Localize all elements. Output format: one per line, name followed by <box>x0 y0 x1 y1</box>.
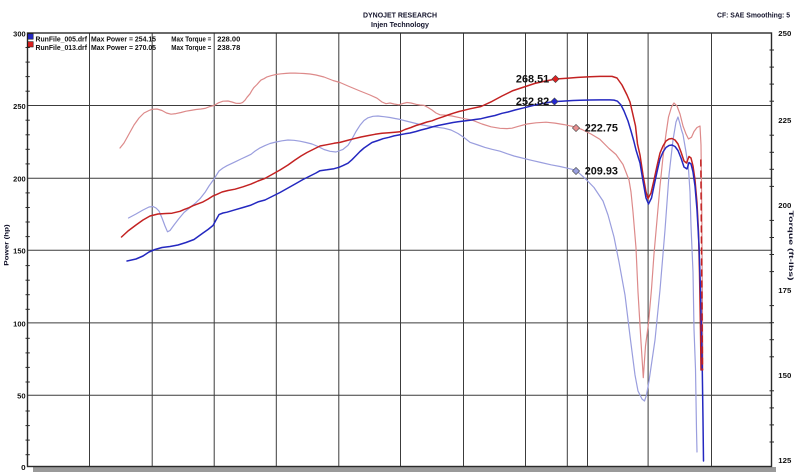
svg-text:250: 250 <box>778 31 791 38</box>
svg-text:125: 125 <box>778 458 791 465</box>
svg-text:150: 150 <box>778 373 791 380</box>
svg-text:Max Torque =: Max Torque = <box>171 34 212 43</box>
svg-text:100: 100 <box>13 321 26 328</box>
svg-text:0: 0 <box>21 465 26 472</box>
svg-text:209.93: 209.93 <box>585 165 618 177</box>
svg-text:Max Power = 270.05: Max Power = 270.05 <box>91 43 156 52</box>
svg-text:Power (hp): Power (hp) <box>4 224 11 266</box>
svg-text:225: 225 <box>778 118 791 125</box>
svg-text:50: 50 <box>17 394 26 401</box>
svg-text:CF: SAE Smoothing: 5: CF: SAE Smoothing: 5 <box>717 10 790 19</box>
svg-text:200: 200 <box>778 203 791 210</box>
svg-text:Max Torque =: Max Torque = <box>171 43 212 52</box>
svg-text:DYNOJET RESEARCH: DYNOJET RESEARCH <box>363 10 437 19</box>
svg-text:268.51: 268.51 <box>516 74 549 86</box>
svg-text:Max Power = 254.15: Max Power = 254.15 <box>91 34 156 43</box>
svg-text:RunFile_013.drf: RunFile_013.drf <box>36 43 88 52</box>
svg-text:Injen Technology: Injen Technology <box>371 20 430 29</box>
svg-text:252.82: 252.82 <box>516 96 549 108</box>
svg-text:175: 175 <box>778 288 791 295</box>
svg-text:222.75: 222.75 <box>585 122 618 134</box>
svg-text:150: 150 <box>13 249 26 256</box>
svg-text:Torque (ft-lbs): Torque (ft-lbs) <box>787 211 794 281</box>
svg-text:228.00: 228.00 <box>217 34 240 43</box>
svg-text:200: 200 <box>13 177 26 184</box>
svg-text:238.78: 238.78 <box>217 43 240 52</box>
svg-text:250: 250 <box>13 104 26 111</box>
svg-text:RunFile_005.drf: RunFile_005.drf <box>36 34 88 43</box>
svg-text:300: 300 <box>13 31 26 38</box>
